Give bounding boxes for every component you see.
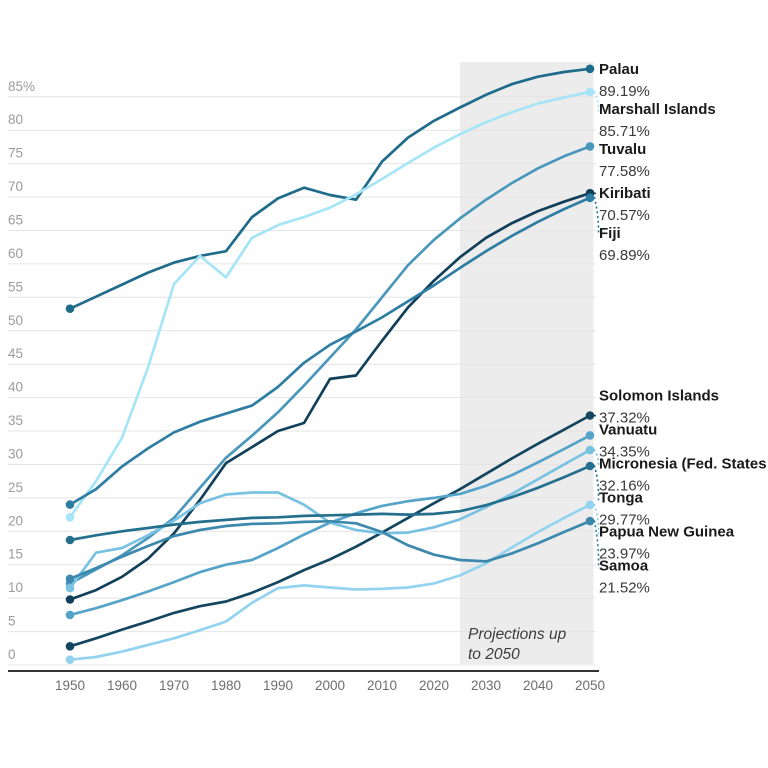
series-dot-end-solomon-islands (585, 411, 595, 420)
leader-line-tonga (593, 465, 600, 501)
leader-line-marshall-islands (593, 91, 600, 112)
x-tick-label-1990: 1990 (263, 678, 293, 693)
x-tick-label-2030: 2030 (471, 678, 501, 693)
series-line-kiribati (68, 191, 592, 601)
series-dot-start-samoa (65, 574, 75, 584)
series-label-tuvalu: Tuvalu (599, 141, 646, 158)
y-tick-label-5: 5 (8, 614, 16, 629)
series-dot-start-papua-new-guinea (65, 655, 75, 664)
leader-line-kiribati (593, 192, 600, 197)
series-line-solomon-islands (68, 414, 592, 648)
series-value-solomon-islands: 37.32% (599, 410, 650, 427)
series-dot-start-tonga (65, 535, 75, 545)
y-tick-label-75: 75 (8, 146, 23, 161)
series-dot-start-fiji (65, 500, 75, 509)
y-tick-label-15: 15 (8, 547, 23, 562)
series-label-micronesia-fed-states-of: Micronesia (Fed. States of) (599, 456, 768, 473)
leader-line-micronesia-fed-states-of (593, 449, 600, 467)
leader-line-fiji (593, 196, 600, 237)
series-label-samoa: Samoa (599, 558, 649, 575)
series-label-papua-new-guinea: Papua New Guinea (599, 524, 735, 541)
series-label-marshall-islands: Marshall Islands (599, 101, 716, 118)
y-tick-label-35: 35 (8, 413, 23, 428)
projection-note-line1: Projections up (468, 626, 567, 643)
series-value-kiribati: 70.57% (599, 207, 650, 224)
x-tick-label-1960: 1960 (107, 678, 137, 693)
series-line-samoa (68, 519, 592, 581)
y-tick-label-70: 70 (8, 179, 23, 194)
series-dot-start-micronesia-fed-states-of (65, 583, 75, 593)
series-dot-start-vanuatu (65, 610, 75, 620)
x-tick-label-1980: 1980 (211, 678, 241, 693)
x-tick-label-1970: 1970 (159, 678, 189, 693)
series-line-papua-new-guinea (68, 503, 592, 662)
series-value-fiji: 69.89% (599, 247, 650, 264)
y-tick-label-45: 45 (8, 346, 23, 361)
series-value-marshall-islands: 85.71% (599, 123, 650, 140)
series-label-kiribati: Kiribati (599, 185, 651, 202)
x-tick-label-1950: 1950 (55, 678, 85, 693)
series-line-fiji (68, 196, 592, 506)
series-dot-start-kiribati (65, 595, 75, 604)
x-tick-label-2010: 2010 (367, 678, 397, 693)
y-tick-label-85: 85% (8, 79, 35, 94)
series-dot-start-marshall-islands (65, 513, 75, 522)
y-tick-label-65: 65 (8, 213, 23, 228)
projection-note-line2: to 2050 (468, 646, 520, 663)
series-dot-end-micronesia-fed-states-of (585, 445, 595, 455)
x-tick-label-2050: 2050 (575, 678, 605, 693)
series-value-tonga: 29.77% (599, 512, 650, 529)
y-tick-label-25: 25 (8, 480, 23, 495)
x-tick-label-2000: 2000 (315, 678, 345, 693)
y-tick-label-30: 30 (8, 447, 23, 462)
y-tick-label-10: 10 (8, 580, 23, 595)
series-label-fiji: Fiji (599, 225, 621, 242)
y-tick-label-55: 55 (8, 279, 23, 294)
series-dot-start-palau (65, 304, 75, 314)
series-dot-end-palau (585, 64, 595, 74)
series-value-vanuatu: 34.35% (599, 444, 650, 461)
y-tick-label-60: 60 (8, 246, 23, 261)
series-dot-start-solomon-islands (65, 642, 75, 651)
leader-line-samoa (593, 520, 600, 569)
series-dot-end-vanuatu (585, 431, 595, 440)
series-dot-end-marshall-islands (585, 87, 595, 97)
series-line-palau (68, 67, 592, 311)
series-dot-end-tonga (585, 461, 595, 471)
y-tick-label-80: 80 (8, 112, 23, 127)
series-label-palau: Palau (599, 61, 639, 78)
series-label-vanuatu: Vanuatu (599, 422, 657, 439)
series-label-solomon-islands: Solomon Islands (599, 388, 719, 405)
series-dot-end-tuvalu (585, 142, 595, 151)
y-tick-label-50: 50 (8, 313, 23, 328)
series-value-tuvalu: 77.58% (599, 163, 650, 180)
series-value-micronesia-fed-states-of: 32.16% (599, 478, 650, 495)
series-line-tonga (68, 464, 592, 542)
series-value-palau: 89.19% (599, 83, 650, 100)
x-tick-label-2020: 2020 (419, 678, 449, 693)
y-tick-label-20: 20 (8, 513, 23, 528)
y-tick-label-0: 0 (8, 647, 16, 662)
series-dot-end-samoa (585, 516, 595, 526)
series-value-samoa: 21.52% (599, 580, 650, 597)
series-line-marshall-islands (68, 90, 592, 519)
series-value-papua-new-guinea: 23.97% (599, 546, 650, 563)
series-dot-end-papua-new-guinea (585, 500, 595, 510)
series-label-tonga: Tonga (599, 490, 644, 507)
y-tick-label-40: 40 (8, 380, 23, 395)
x-tick-label-2040: 2040 (523, 678, 553, 693)
leader-line-papua-new-guinea (593, 503, 600, 535)
series-dot-end-fiji (585, 193, 595, 203)
leader-line-solomon-islands (593, 414, 600, 419)
